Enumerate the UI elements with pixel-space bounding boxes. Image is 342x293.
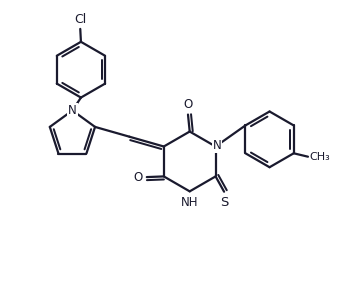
Text: CH₃: CH₃ xyxy=(310,152,330,162)
Text: N: N xyxy=(213,139,221,152)
Text: NH: NH xyxy=(181,197,198,209)
Text: S: S xyxy=(221,196,229,209)
Text: Cl: Cl xyxy=(74,13,87,26)
Text: O: O xyxy=(133,171,143,184)
Text: O: O xyxy=(183,98,193,111)
Text: N: N xyxy=(68,104,77,117)
